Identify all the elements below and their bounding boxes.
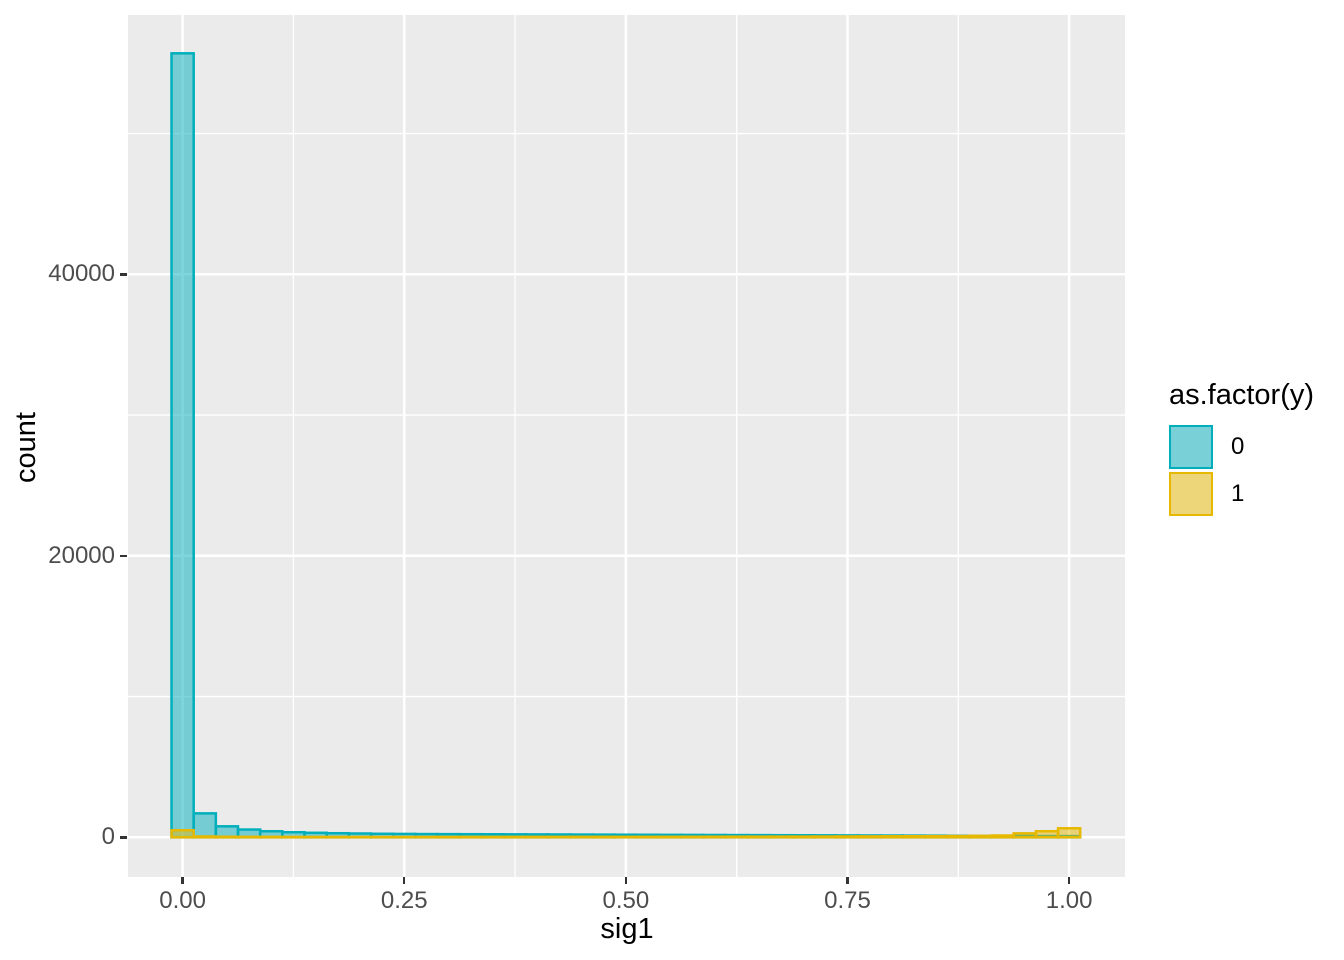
y-axis-title: count: [10, 412, 42, 483]
y-axis-tick-label: 20000: [48, 541, 115, 569]
legend-label: 1: [1231, 480, 1245, 507]
histogram-bar-group-1: [790, 835, 816, 839]
histogram-bar-group-1: [680, 835, 705, 839]
plot-panel: [128, 15, 1125, 877]
histogram-bar-group-1: [812, 835, 838, 839]
x-axis-tick-label: 0.00: [159, 887, 206, 914]
x-axis-tick-mark: [624, 877, 628, 884]
x-axis-tick-mark: [846, 877, 849, 884]
x-axis-tick-label: 1.00: [1045, 887, 1093, 914]
histogram-bar-group-1: [968, 834, 993, 839]
histogram-bar-group-1: [702, 835, 727, 839]
histogram-bar-group-1: [635, 835, 661, 839]
y-axis-tick-mark: [120, 836, 127, 839]
legend-label: 0: [1231, 433, 1245, 460]
histogram-bar-group-1: [990, 834, 1015, 839]
histogram-bar-group-1: [768, 835, 794, 839]
y-axis-tick-mark: [120, 554, 127, 558]
histogram-bar-group-1: [1056, 827, 1082, 839]
legend-title: as.factor(y): [1169, 379, 1315, 411]
histogram-bar-group-1: [879, 835, 905, 839]
histogram-bar-group-1: [857, 835, 882, 839]
legend-swatch-color: [1169, 425, 1213, 469]
x-axis-title: sig1: [600, 913, 654, 945]
histogram-bar-group-1: [214, 835, 240, 839]
histogram-bar-group-1: [192, 835, 218, 839]
x-axis-tick-mark: [181, 877, 184, 884]
y-axis-tick-label: 40000: [48, 260, 115, 288]
histogram-bar-group-1: [170, 829, 195, 839]
y-axis-tick-label: 0: [101, 823, 115, 851]
histogram-bar-group-1: [724, 835, 749, 839]
histogram-bar-group-1: [923, 834, 949, 839]
legend-key-swatch: [1169, 425, 1213, 469]
histogram-bar-group-0: [192, 812, 218, 839]
histogram-bar-group-1: [746, 835, 772, 839]
histogram-bar-group-1: [1012, 832, 1038, 839]
legend-entry-0: 0: [1169, 425, 1314, 469]
x-axis-tick-mark: [1067, 877, 1071, 884]
legend-swatch-color: [1169, 472, 1213, 516]
histogram-bar-group-0: [170, 52, 195, 839]
histogram-bar-group-1: [901, 834, 927, 839]
histogram-bar-group-1: [1034, 830, 1060, 839]
y-axis-tick-mark: [120, 273, 127, 276]
x-axis-tick-label: 0.25: [380, 887, 428, 914]
legend-entry-1: 1: [1169, 472, 1314, 516]
histogram-bar-group-1: [657, 835, 683, 839]
x-axis-tick-label: 0.50: [602, 887, 650, 914]
histogram-bar-group-1: [945, 834, 971, 839]
legend-key-swatch: [1169, 472, 1213, 516]
x-axis-tick-mark: [402, 877, 406, 884]
x-axis-tick-label: 0.75: [824, 887, 871, 914]
histogram-bar-group-1: [835, 835, 860, 839]
